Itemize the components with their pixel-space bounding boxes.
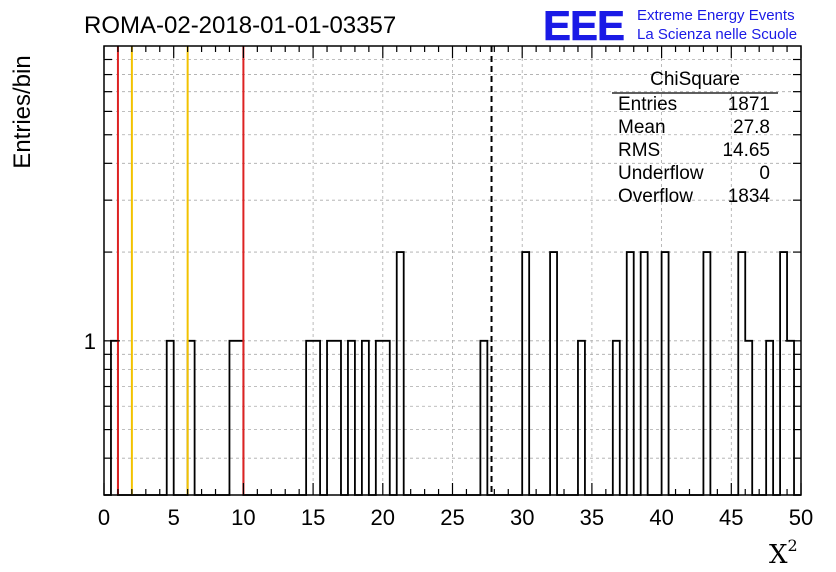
x-axis-label: X2 — [769, 536, 798, 570]
histogram-bin — [550, 252, 557, 495]
x-tick-label: 35 — [580, 505, 604, 530]
x-axis-label-base: X — [769, 540, 788, 570]
histogram-bin — [766, 341, 773, 495]
stats-row-label: Overflow — [618, 186, 693, 207]
stats-row-value: 1871 — [728, 94, 770, 115]
y-tick-label: 1 — [84, 329, 96, 354]
histogram-bin — [376, 341, 383, 495]
marker-lines — [116, 46, 493, 495]
histogram-bin — [167, 341, 174, 495]
eee-logo: EEE Extreme Energy Events La Scienza nel… — [543, 2, 797, 50]
x-tick-label: 10 — [231, 505, 255, 530]
x-tick-label: 20 — [371, 505, 395, 530]
histogram-bin — [348, 341, 355, 495]
histogram-bin — [745, 341, 752, 495]
histogram-bin — [111, 341, 118, 495]
stats-title: ChiSquare — [650, 69, 740, 90]
logo-line2: La Scienza nelle Scuole — [637, 26, 797, 43]
x-axis-ticks: 0 5 10 15 20 25 30 35 40 45 50 — [98, 46, 813, 530]
x-axis-label-superscript: 2 — [788, 536, 798, 555]
histogram-bin — [313, 341, 320, 495]
histogram-bin — [787, 341, 794, 495]
x-tick-label: 40 — [649, 505, 673, 530]
histogram-bin — [362, 341, 369, 495]
stats-row-label: Entries — [618, 94, 677, 115]
histogram-bin — [780, 252, 787, 495]
histogram-bin — [627, 252, 634, 495]
histogram-bin — [578, 341, 585, 495]
stats-row-label: Underflow — [618, 163, 704, 184]
histogram-bin — [334, 341, 341, 495]
histogram-bin — [306, 341, 313, 495]
histogram-bin — [662, 252, 669, 495]
histogram-bin — [641, 252, 648, 495]
x-tick-label: 50 — [789, 505, 813, 530]
y-axis-ticks: 1 — [84, 58, 801, 459]
x-tick-label: 15 — [301, 505, 325, 530]
x-tick-label: 45 — [719, 505, 743, 530]
stats-row-label: RMS — [618, 140, 660, 161]
logo-line1: Extreme Energy Events — [637, 7, 795, 24]
stats-row-value: 27.8 — [733, 117, 770, 138]
y-axis-label: Entries/bin — [9, 55, 36, 168]
grid — [104, 46, 801, 495]
histogram-bin — [327, 341, 334, 495]
histogram-bin — [188, 341, 195, 495]
stats-row-value: 14.65 — [722, 140, 770, 161]
histogram-bin — [613, 341, 620, 495]
chart-title: ROMA-02-2018-01-01-03357 — [84, 12, 396, 39]
histogram-bin — [236, 341, 243, 495]
x-tick-label: 0 — [98, 505, 110, 530]
histogram-bin — [738, 252, 745, 495]
histogram-bin — [522, 252, 529, 495]
x-tick-label: 5 — [168, 505, 180, 530]
stats-row-value: 1834 — [728, 186, 771, 207]
histogram-bin — [703, 252, 710, 495]
stats-box: ChiSquare Entries 1871 Mean 27.8 RMS 14.65 Unde… — [612, 69, 778, 207]
stats-row-value: 0 — [759, 163, 770, 184]
x-tick-label: 30 — [510, 505, 534, 530]
histogram-bin — [383, 341, 390, 495]
logo-mark: EEE — [543, 2, 624, 49]
histogram-bin — [229, 341, 236, 495]
x-tick-label: 25 — [440, 505, 464, 530]
histogram-bin — [397, 252, 404, 495]
stats-row-label: Mean — [618, 117, 666, 138]
histogram-bin — [480, 341, 487, 495]
